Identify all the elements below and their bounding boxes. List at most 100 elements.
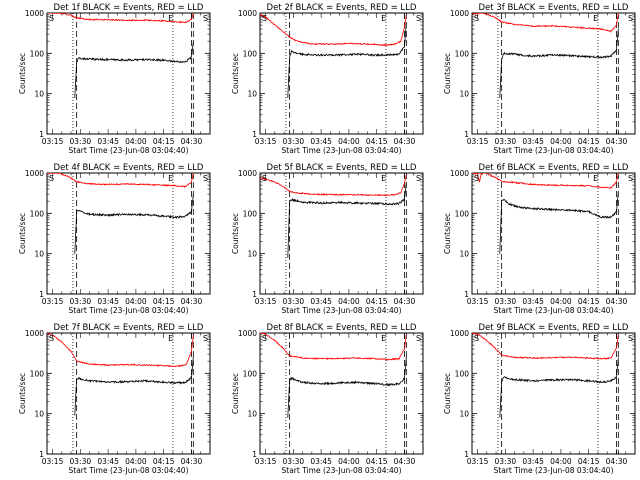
events-curve [287, 22, 407, 98]
events-curve [499, 28, 619, 98]
x-tick-label: 03:45 [97, 137, 119, 146]
x-tick-label: 03:30 [70, 457, 92, 466]
x-tick-label: 04:15 [153, 297, 175, 306]
marker-s-right: S [628, 14, 633, 23]
chart-title: Det 3f BLACK = Events, RED = LLD [479, 3, 629, 13]
chart-title: Det 2f BLACK = Events, RED = LLD [267, 3, 417, 13]
events-curve [287, 357, 407, 418]
chart-title: Det 7f BLACK = Events, RED = LLD [54, 323, 204, 333]
x-axis-label: Start Time (23-Jun-08 03:04:40) [282, 306, 402, 315]
marker-s-left: S [474, 334, 479, 343]
y-axis-label: Counts/sec [443, 373, 452, 414]
marker-s-left: S [262, 334, 267, 343]
x-tick-label: 04:00 [125, 297, 147, 306]
x-tick-label: 04:30 [606, 137, 628, 146]
x-tick-label: 03:45 [97, 297, 119, 306]
x-tick-label: 03:45 [522, 137, 544, 146]
y-tick-label: 1 [39, 290, 44, 299]
x-tick-label: 03:15 [255, 297, 277, 306]
x-tick-label: 04:15 [366, 457, 388, 466]
plot-frame [46, 332, 211, 455]
y-tick-label: 100 [455, 49, 470, 58]
x-tick-label: 03:45 [310, 457, 332, 466]
x-tick-label: 03:15 [42, 297, 64, 306]
marker-s-right: S [628, 174, 633, 183]
x-tick-label: 03:15 [255, 137, 277, 146]
x-tick-label: 03:15 [255, 457, 277, 466]
marker-s-right: S [203, 174, 208, 183]
y-tick-label: 100 [30, 209, 45, 218]
y-tick-label: 10 [34, 250, 44, 259]
marker-s-left: S [474, 14, 479, 23]
y-tick-label: 10 [247, 410, 257, 419]
y-tick-label: 1000 [238, 9, 257, 18]
y-tick-label: 100 [455, 209, 470, 218]
marker-s-right: S [416, 334, 421, 343]
x-tick-label: 04:15 [153, 137, 175, 146]
chart-title: Det 9f BLACK = Events, RED = LLD [479, 323, 629, 333]
x-tick-label: 03:15 [467, 457, 489, 466]
events-curve [499, 192, 619, 254]
x-axis-label: Start Time (23-Jun-08 03:04:40) [494, 306, 614, 315]
x-tick-label: 03:30 [70, 297, 92, 306]
marker-e: E [381, 174, 386, 183]
lld-curve [47, 333, 194, 368]
x-axis-label: Start Time (23-Jun-08 03:04:40) [494, 146, 614, 155]
x-tick-label: 04:30 [181, 457, 203, 466]
marker-e: E [593, 174, 598, 183]
chart-panel: Det 2f BLACK = Events, RED = LLD 1 10 100 10… [231, 3, 424, 155]
x-axis-label: Start Time (23-Jun-08 03:04:40) [282, 466, 402, 475]
marker-s-left: S [474, 174, 479, 183]
y-axis-label: Counts/sec [18, 213, 27, 254]
chart-panel: Det 7f BLACK = Events, RED = LLD 1 10 100 10… [18, 323, 211, 475]
x-tick-label: 04:30 [394, 457, 416, 466]
x-axis-label: Start Time (23-Jun-08 03:04:40) [494, 466, 614, 475]
x-tick-label: 04:30 [606, 457, 628, 466]
marker-s-right: S [416, 174, 421, 183]
y-axis-label: Counts/sec [18, 53, 27, 94]
chart-title: Det 1f BLACK = Events, RED = LLD [54, 3, 204, 13]
y-tick-label: 1 [252, 130, 257, 139]
marker-s-left: S [49, 14, 54, 23]
events-curve [74, 41, 194, 98]
plot-frame [259, 172, 424, 295]
events-curve [499, 357, 619, 418]
marker-e: E [593, 334, 598, 343]
x-tick-label: 04:00 [550, 457, 572, 466]
plot-frame [471, 12, 636, 135]
y-tick-label: 10 [247, 250, 257, 259]
chart-panel: Det 9f BLACK = Events, RED = LLD 1 10 100 10… [443, 323, 636, 475]
marker-s-right: S [416, 14, 421, 23]
events-curve [74, 356, 194, 416]
x-tick-label: 03:30 [495, 297, 517, 306]
x-axis-label: Start Time (23-Jun-08 03:04:40) [69, 466, 189, 475]
y-axis-label: Counts/sec [443, 53, 452, 94]
plot-frame [46, 12, 211, 135]
chart-panel: Det 3f BLACK = Events, RED = LLD 1 10 100 10… [443, 3, 636, 155]
x-tick-label: 04:15 [153, 457, 175, 466]
y-tick-label: 1000 [25, 9, 44, 18]
x-tick-label: 03:45 [310, 297, 332, 306]
lld-curve [260, 174, 407, 197]
y-tick-label: 1000 [25, 169, 44, 178]
x-tick-label: 04:15 [366, 297, 388, 306]
lld-curve [472, 13, 619, 33]
marker-e: E [381, 14, 386, 23]
chart-panel: Det 5f BLACK = Events, RED = LLD 1 10 100 10… [231, 163, 424, 315]
chart-panel: Det 6f BLACK = Events, RED = LLD 1 10 100 10… [443, 163, 636, 315]
lld-curve [47, 13, 194, 24]
plot-frame [259, 12, 424, 135]
x-tick-label: 03:45 [97, 457, 119, 466]
marker-e: E [168, 14, 173, 23]
x-tick-label: 03:45 [310, 137, 332, 146]
chart-title: Det 8f BLACK = Events, RED = LLD [267, 323, 417, 333]
chart-panel: Det 4f BLACK = Events, RED = LLD 1 10 100 10… [18, 163, 211, 315]
x-tick-label: 03:30 [495, 457, 517, 466]
x-tick-label: 04:30 [606, 297, 628, 306]
x-tick-label: 03:30 [283, 137, 305, 146]
marker-s-left: S [49, 174, 54, 183]
x-tick-label: 04:15 [578, 137, 600, 146]
y-tick-label: 10 [34, 410, 44, 419]
y-tick-label: 10 [459, 250, 469, 259]
y-tick-label: 100 [243, 209, 258, 218]
